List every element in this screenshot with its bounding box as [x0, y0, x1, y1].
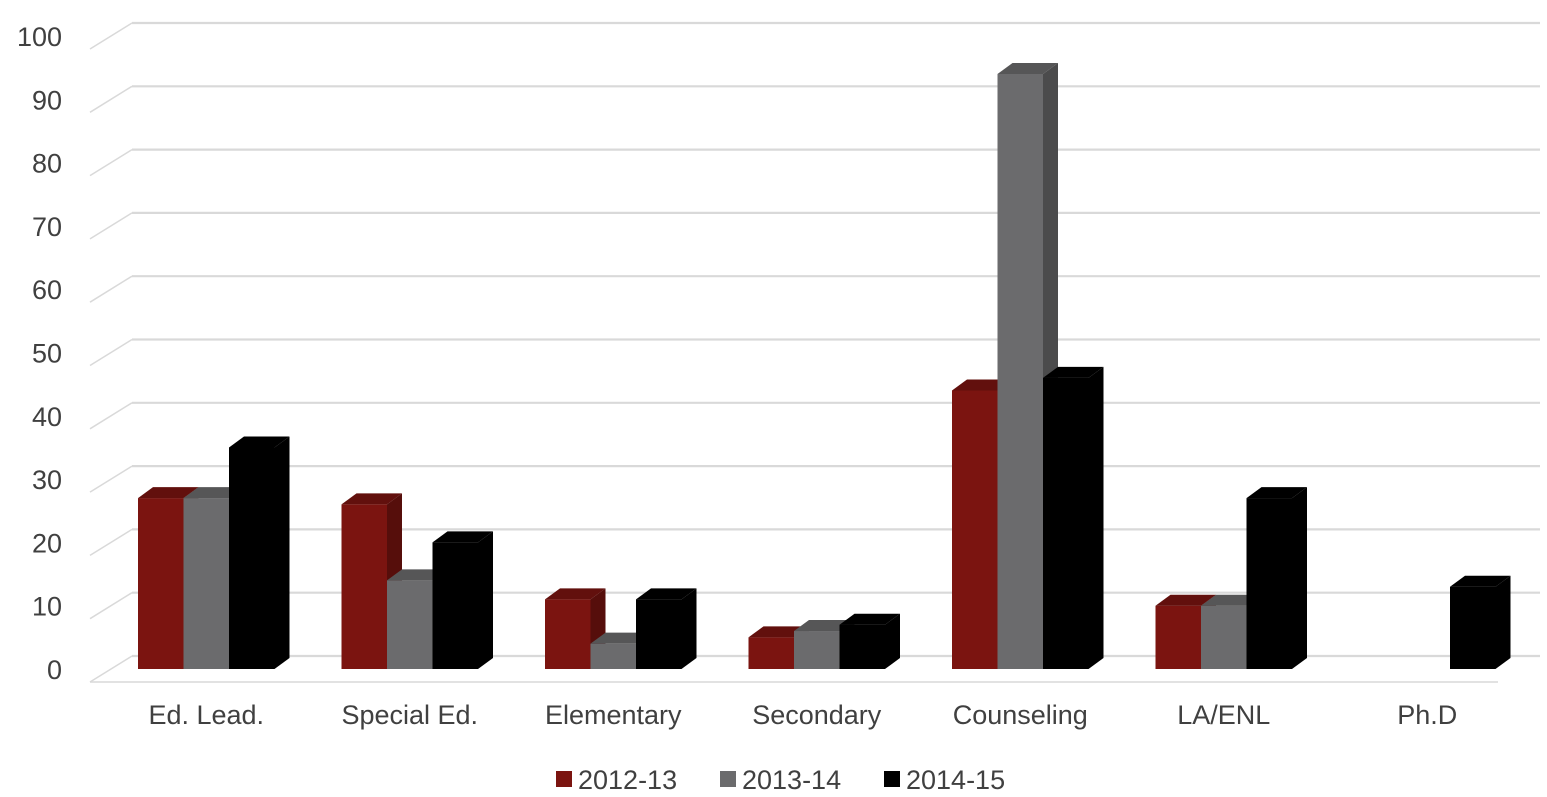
bar-side: [478, 531, 493, 669]
bar-top: [748, 626, 809, 638]
bar-top: [1043, 366, 1104, 378]
gridline-side: [89, 465, 133, 493]
bar: [839, 613, 900, 669]
bar-top: [590, 632, 651, 644]
gridline-side: [89, 592, 133, 620]
bar-top: [1201, 594, 1262, 606]
bar-top: [432, 531, 493, 543]
x-axis-ticks: Ed. Lead. Special Ed. Elementary Secondary C…: [148, 700, 1457, 730]
bar-front: [997, 73, 1043, 670]
gridline-side: [89, 22, 133, 50]
y-tick-label: 100: [17, 22, 62, 52]
y-tick-label: 40: [32, 402, 62, 432]
bar-front: [590, 643, 636, 669]
bar-front: [636, 599, 682, 669]
legend-label: 2014-15: [906, 765, 1005, 792]
y-tick-label: 50: [32, 339, 62, 369]
bar-front: [138, 498, 184, 669]
y-tick-label: 80: [32, 149, 62, 179]
bar-side: [1292, 487, 1307, 669]
legend-swatch: [884, 771, 900, 787]
legend-item: 2014-15: [884, 765, 1005, 795]
bar-front: [387, 580, 433, 669]
bar-top: [1155, 594, 1216, 606]
bar-front: [1450, 586, 1496, 669]
bar-side: [885, 613, 900, 669]
legend-item: 2013-14: [720, 765, 841, 795]
bar-top: [545, 588, 606, 600]
bar-top: [1246, 487, 1307, 499]
legend-swatch: [720, 771, 736, 787]
gridline-side: [89, 148, 133, 177]
x-tick-label: Counseling: [953, 700, 1088, 730]
bar-front: [183, 498, 229, 669]
bar-top: [794, 620, 855, 632]
x-tick-label: Ph.D: [1397, 700, 1457, 730]
bar-front: [229, 447, 275, 669]
y-tick-label: 10: [32, 592, 62, 622]
gridline-side: [89, 655, 133, 683]
x-tick-label: Elementary: [545, 700, 682, 730]
bar-side: [1088, 366, 1104, 669]
bar-front: [1043, 377, 1089, 669]
bar: [545, 588, 606, 669]
y-tick-label: 20: [32, 528, 62, 558]
bar-top: [997, 62, 1058, 74]
y-tick-label: 70: [32, 212, 62, 242]
bar-top: [839, 613, 900, 625]
y-tick-label: 60: [32, 275, 62, 305]
bars: [138, 62, 1511, 670]
bar-front: [1246, 498, 1292, 669]
bar-top: [138, 487, 199, 499]
gridlines: [89, 21, 1540, 683]
bar: [432, 531, 493, 669]
legend-swatch: [556, 771, 572, 787]
gridline-side: [89, 275, 133, 303]
bar-front: [794, 631, 840, 669]
bar: [636, 588, 697, 669]
bar-top: [387, 569, 448, 581]
legend: 2012-13 2013-14 2014-15: [556, 765, 1005, 795]
bar-front: [545, 599, 591, 669]
bar-front: [1155, 605, 1201, 669]
bar-front: [839, 624, 885, 669]
bar-top: [1450, 575, 1511, 587]
legend-label: 2012-13: [578, 765, 677, 792]
y-tick-label: 0: [47, 655, 62, 685]
legend-item: 2012-13: [556, 765, 677, 795]
bar-front: [748, 637, 794, 669]
gridline-side: [89, 402, 133, 430]
bar-side: [274, 436, 290, 669]
gridline-side: [89, 528, 133, 557]
y-tick-label: 30: [32, 465, 62, 495]
x-tick-label: Secondary: [752, 700, 882, 730]
bar-front: [952, 390, 998, 669]
bar: [1450, 575, 1511, 669]
bar-top: [636, 588, 697, 600]
bar-top: [183, 487, 244, 499]
x-tick-label: LA/ENL: [1177, 700, 1270, 730]
legend-label: 2013-14: [742, 765, 841, 792]
x-tick-label: Special Ed.: [341, 700, 478, 730]
gridline-side: [89, 212, 133, 240]
bar: [1246, 487, 1307, 669]
bar-front: [1201, 605, 1247, 669]
bar-top: [229, 436, 290, 448]
bar-front: [341, 504, 387, 669]
bar-top: [341, 493, 402, 505]
y-axis-ticks: 0 10 20 30 40 50 60 70 80 90 100: [17, 22, 62, 685]
bar: [1043, 366, 1104, 669]
bar-front: [432, 542, 478, 669]
bar: [229, 436, 290, 669]
bar-side: [681, 588, 697, 669]
gridline-side: [89, 338, 133, 367]
bar: [997, 62, 1058, 670]
bar-side: [1495, 575, 1511, 669]
x-tick-label: Ed. Lead.: [148, 700, 264, 730]
gridline-side: [89, 85, 133, 113]
y-tick-label: 90: [32, 85, 62, 115]
bar-top: [952, 379, 1013, 391]
